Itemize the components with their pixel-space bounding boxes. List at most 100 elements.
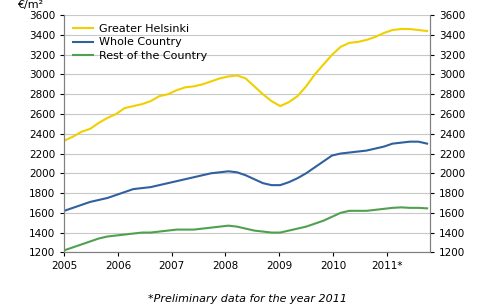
Whole Country (139, 186, 145, 190)
Rest of the Country (217, 225, 223, 229)
Whole Country (96, 198, 102, 202)
Rest of the Country (346, 209, 352, 213)
Greater Helsinki (208, 80, 214, 83)
Rest of the Country (303, 225, 309, 229)
Greater Helsinki (398, 27, 404, 31)
Whole Country (269, 183, 275, 187)
Rest of the Country (87, 240, 93, 243)
Whole Country (130, 187, 136, 191)
Rest of the Country (329, 215, 335, 219)
Whole Country (165, 181, 171, 185)
Rest of the Country (355, 209, 361, 213)
Greater Helsinki (355, 40, 361, 44)
Rest of the Country (182, 228, 188, 231)
Whole Country (381, 145, 387, 148)
Whole Country (346, 151, 352, 154)
Rest of the Country (321, 219, 327, 223)
Rest of the Country (104, 235, 110, 238)
Rest of the Country (338, 211, 344, 215)
Greater Helsinki (415, 28, 421, 32)
Greater Helsinki (260, 92, 266, 96)
Whole Country (390, 142, 396, 145)
Whole Country (398, 141, 404, 144)
Rest of the Country (251, 229, 257, 232)
Greater Helsinki (225, 74, 231, 78)
Text: *Preliminary data for the year 2011: *Preliminary data for the year 2011 (148, 295, 346, 304)
Greater Helsinki (329, 53, 335, 57)
Rest of the Country (243, 227, 248, 230)
Greater Helsinki (277, 104, 283, 108)
Rest of the Country (398, 206, 404, 209)
Greater Helsinki (234, 74, 240, 77)
Greater Helsinki (113, 112, 119, 116)
Greater Helsinki (139, 102, 145, 106)
Rest of the Country (122, 233, 127, 237)
Rest of the Country (208, 226, 214, 230)
Greater Helsinki (148, 99, 154, 103)
Greater Helsinki (338, 45, 344, 49)
Greater Helsinki (372, 35, 378, 39)
Greater Helsinki (173, 88, 179, 92)
Whole Country (104, 196, 110, 200)
Greater Helsinki (122, 106, 127, 110)
Whole Country (79, 203, 84, 207)
Whole Country (338, 152, 344, 155)
Greater Helsinki (269, 99, 275, 103)
Whole Country (156, 183, 162, 187)
Whole Country (303, 171, 309, 175)
Whole Country (286, 180, 292, 184)
Whole Country (234, 171, 240, 174)
Rest of the Country (173, 228, 179, 231)
Text: €/m²: €/m² (17, 1, 43, 10)
Rest of the Country (225, 224, 231, 227)
Rest of the Country (260, 230, 266, 233)
Greater Helsinki (424, 29, 430, 33)
Whole Country (217, 171, 223, 174)
Whole Country (200, 173, 206, 177)
Whole Country (321, 160, 327, 163)
Greater Helsinki (200, 82, 206, 86)
Whole Country (355, 150, 361, 153)
Rest of the Country (165, 229, 171, 232)
Whole Country (243, 173, 248, 177)
Whole Country (251, 177, 257, 181)
Whole Country (364, 149, 370, 152)
Rest of the Country (424, 206, 430, 210)
Rest of the Country (234, 225, 240, 229)
Whole Country (277, 183, 283, 187)
Greater Helsinki (104, 116, 110, 120)
Greater Helsinki (303, 85, 309, 88)
Greater Helsinki (251, 85, 257, 88)
Whole Country (407, 140, 413, 143)
Whole Country (113, 193, 119, 197)
Rest of the Country (70, 246, 76, 249)
Greater Helsinki (79, 130, 84, 133)
Rest of the Country (130, 232, 136, 235)
Greater Helsinki (321, 63, 327, 66)
Rest of the Country (139, 231, 145, 234)
Greater Helsinki (286, 100, 292, 104)
Rest of the Country (269, 231, 275, 234)
Rest of the Country (200, 227, 206, 230)
Whole Country (312, 165, 318, 169)
Greater Helsinki (312, 73, 318, 76)
Greater Helsinki (407, 27, 413, 31)
Rest of the Country (286, 229, 292, 232)
Rest of the Country (156, 230, 162, 233)
Greater Helsinki (217, 77, 223, 80)
Rest of the Country (79, 243, 84, 246)
Greater Helsinki (191, 85, 197, 88)
Greater Helsinki (346, 41, 352, 45)
Rest of the Country (390, 206, 396, 210)
Greater Helsinki (381, 31, 387, 35)
Rest of the Country (294, 227, 300, 230)
Whole Country (208, 171, 214, 175)
Whole Country (122, 190, 127, 194)
Whole Country (415, 140, 421, 143)
Whole Country (372, 147, 378, 150)
Whole Country (87, 200, 93, 204)
Greater Helsinki (182, 85, 188, 89)
Whole Country (173, 179, 179, 183)
Whole Country (191, 175, 197, 179)
Rest of the Country (96, 237, 102, 240)
